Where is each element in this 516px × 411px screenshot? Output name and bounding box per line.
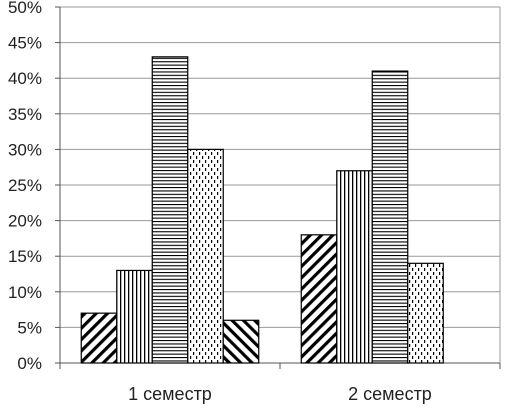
y-tick-label: 20% [8, 212, 42, 231]
y-tick-label: 40% [8, 69, 42, 88]
bar-vertical-lines-cat2 [336, 170, 373, 364]
x-tick-label: 2 семестр [348, 384, 432, 404]
y-tick-label: 50% [8, 0, 42, 17]
x-tick-label: 1 семестр [128, 384, 212, 404]
bars [80, 56, 444, 364]
bar-dotted-dashes-cat1 [187, 148, 224, 364]
y-tick-label: 30% [8, 140, 42, 159]
y-tick-label: 25% [8, 176, 42, 195]
bar-diagonal-hatch-cat2 [300, 234, 338, 364]
y-tick-label: 35% [8, 105, 42, 124]
bar-back-diagonal-hatch-cat1 [222, 319, 260, 364]
bar-horizontal-lines-cat2 [371, 70, 409, 364]
y-tick-label: 15% [8, 247, 42, 266]
bar-vertical-lines-cat1 [116, 269, 153, 364]
bar-horizontal-lines-cat1 [151, 56, 189, 364]
y-tick-label: 45% [8, 34, 42, 53]
bar-dotted-dashes-cat2 [407, 262, 444, 364]
bar-diagonal-hatch-cat1 [80, 312, 118, 364]
x-tick-labels: 1 семестр 2 семестр [128, 384, 432, 404]
y-tick-label: 5% [17, 318, 42, 337]
y-tick-label: 10% [8, 283, 42, 302]
y-tick-labels: 0% 5% 10% 15% 20% 25% 30% 35% 40% 45% 50% [8, 0, 42, 373]
y-tick-label: 0% [17, 354, 42, 373]
